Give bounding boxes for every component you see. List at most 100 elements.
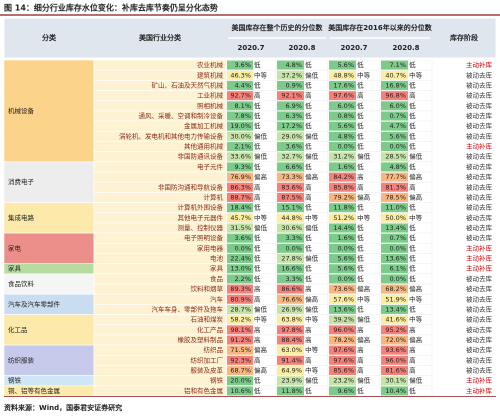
value-text: 0.0% (337, 244, 354, 252)
value-swatch (381, 91, 409, 101)
industry-cell (93, 171, 227, 183)
level-text: 高 (305, 284, 312, 293)
level-text: 低 (254, 142, 261, 151)
stage-text: 主动补库 (466, 60, 493, 69)
level-text: 低 (357, 121, 364, 130)
value-swatch (227, 131, 253, 141)
value-swatch (329, 376, 357, 386)
value-text: 96.0% (333, 326, 354, 334)
value-text: 44.8% (281, 214, 302, 222)
level-text: 高 (357, 91, 364, 100)
value-text: 4.8% (285, 61, 302, 69)
value-swatch (329, 345, 357, 355)
value-swatch (277, 284, 305, 294)
period-header: 2020.7 (340, 44, 367, 52)
level-text: 偏低 (305, 304, 319, 313)
level-text: 偏低 (305, 223, 319, 232)
value-text: 31.2% (333, 153, 354, 161)
value-swatch (329, 294, 357, 304)
industry-name: 工业机械 (197, 91, 224, 100)
value-text: 3.3% (285, 234, 302, 242)
value-swatch (227, 366, 253, 376)
value-swatch (277, 264, 305, 274)
level-text: 低 (357, 304, 364, 313)
value-swatch (277, 203, 305, 213)
value-swatch (277, 335, 305, 345)
group-name: 家具 (8, 264, 22, 273)
value-swatch (227, 213, 253, 223)
value-swatch (329, 213, 357, 223)
industry-name: 饮料和烟草 (191, 284, 224, 293)
value-text: 0.0% (337, 143, 354, 151)
industry-name: 食品 (210, 274, 223, 283)
group-cell (3, 202, 95, 234)
industry-cell (93, 263, 227, 275)
value-text: 93.6% (385, 346, 406, 354)
level-text: 低 (409, 60, 416, 69)
level-text: 高 (254, 325, 261, 334)
value-swatch (329, 203, 357, 213)
industry-name: 化工产品 (197, 325, 223, 334)
level-text: 高 (357, 172, 364, 181)
level-text: 偏低 (357, 315, 371, 324)
group-name: 钢铁 (8, 376, 22, 385)
value-swatch (381, 376, 409, 386)
value-text: 6.0% (337, 102, 354, 110)
level-text: 偏高 (409, 284, 423, 293)
value-text: 11.0% (385, 204, 406, 212)
level-text: 偏低 (305, 152, 319, 161)
value-swatch (277, 243, 305, 253)
stage-text: 主动补库 (466, 386, 493, 395)
value-text: 16.6% (281, 265, 302, 273)
period-header: 2020.8 (392, 44, 419, 52)
value-swatch (277, 294, 305, 304)
group-name: 化工品 (8, 325, 28, 334)
value-text: 26.9% (281, 305, 302, 313)
value-text: 0.0% (234, 244, 251, 252)
level-text: 偏低 (409, 376, 423, 385)
level-text: 高 (305, 325, 312, 334)
value-swatch (329, 101, 357, 111)
value-text: 29.0% (281, 132, 302, 140)
value-text: 9.6% (337, 387, 354, 395)
value-swatch (227, 264, 253, 274)
level-text: 低 (357, 274, 364, 283)
value-text: 97.8% (281, 326, 302, 334)
value-swatch (329, 70, 357, 80)
value-swatch (227, 376, 253, 386)
stage-text: 被动去库 (466, 233, 493, 242)
value-swatch (227, 152, 253, 162)
value-swatch (277, 254, 305, 264)
value-swatch (277, 304, 305, 314)
value-swatch (277, 192, 305, 202)
value-swatch (227, 70, 253, 80)
value-text: 83.6% (281, 183, 302, 191)
value-text: 96.0% (385, 356, 406, 364)
level-text: 中等 (409, 315, 423, 324)
industry-name: 非国防沟通和导航设备 (158, 182, 224, 191)
value-swatch (277, 121, 305, 131)
level-text: 低 (305, 203, 312, 212)
level-text: 低 (357, 243, 364, 252)
value-swatch (381, 325, 409, 335)
value-swatch (329, 304, 357, 314)
value-swatch (277, 376, 305, 386)
value-text: 0.0% (285, 244, 302, 252)
value-text: 15.1% (281, 204, 302, 212)
value-text: 46.3% (230, 71, 251, 79)
value-swatch (277, 152, 305, 162)
value-text: 48.8% (333, 71, 354, 79)
industry-name: 家用电器 (197, 243, 224, 252)
value-swatch (329, 335, 357, 345)
industry-name: 石油和煤炭 (191, 315, 224, 324)
level-text: 低 (357, 131, 364, 140)
value-swatch (329, 284, 357, 294)
value-text: 3.6% (234, 61, 251, 69)
value-swatch (381, 386, 409, 396)
value-swatch (381, 182, 409, 192)
level-text: 低 (254, 274, 261, 283)
value-swatch (381, 203, 409, 213)
value-swatch (227, 294, 253, 304)
level-text: 低 (357, 101, 364, 110)
value-swatch (381, 213, 409, 223)
